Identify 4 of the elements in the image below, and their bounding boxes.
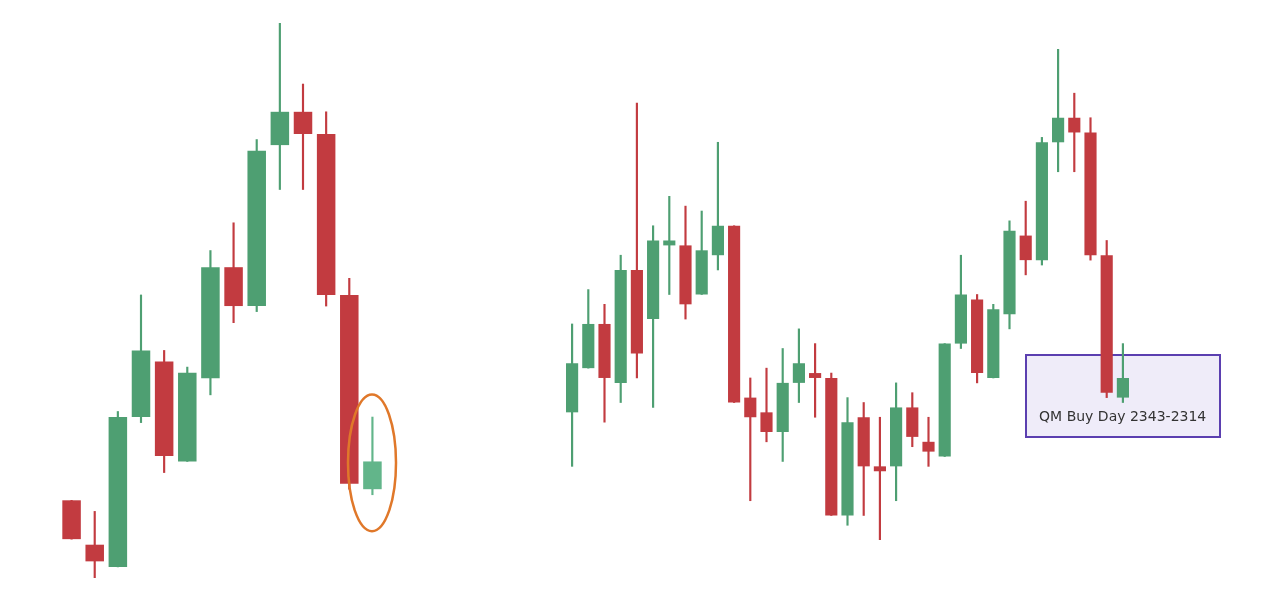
callout-box: QM Buy Day 2343-2314 — [1024, 353, 1221, 438]
candlestick — [922, 416, 935, 467]
annotation: QM Buy Day 2343-2314 — [1038, 407, 1208, 424]
candlestick — [760, 367, 773, 443]
